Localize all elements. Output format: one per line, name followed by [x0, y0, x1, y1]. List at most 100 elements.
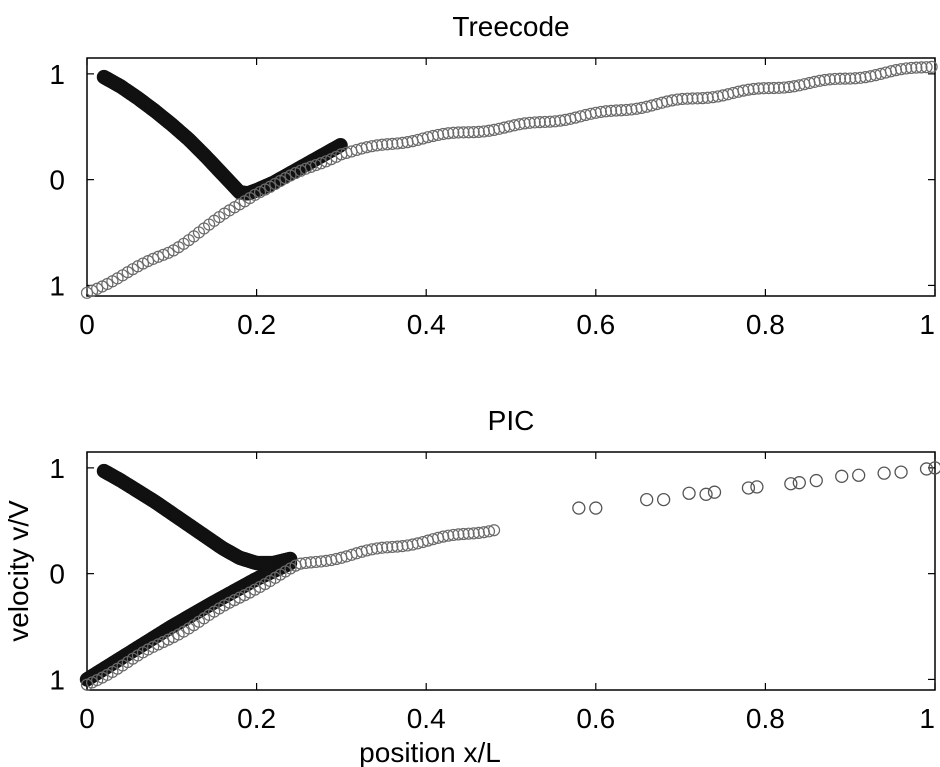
y-tick-label: 1 — [49, 453, 65, 484]
data-point — [615, 104, 628, 117]
series-0 — [96, 463, 298, 571]
data-point — [835, 469, 849, 483]
data-point — [391, 137, 404, 150]
data-point — [742, 83, 755, 96]
x-axis-label: position x/L — [359, 737, 501, 767]
data-point — [381, 138, 394, 151]
data-point — [671, 93, 684, 106]
data-point — [699, 487, 713, 501]
data-point — [437, 127, 450, 141]
data-point — [543, 115, 557, 128]
data-point — [462, 527, 475, 540]
data-point — [365, 140, 379, 153]
data-point — [915, 61, 928, 74]
data-point — [457, 126, 470, 139]
data-point — [442, 529, 455, 542]
data-point — [320, 155, 333, 168]
data-point — [839, 72, 852, 85]
data-point — [640, 492, 654, 507]
y-tick-label: 0 — [49, 559, 65, 590]
data-point — [370, 139, 384, 152]
data-point — [467, 527, 480, 540]
data-point — [792, 476, 806, 490]
x-tick-label: 0.4 — [407, 309, 446, 340]
series-3 — [572, 461, 940, 515]
data-point — [386, 540, 399, 554]
data-point — [666, 94, 679, 107]
data-point — [772, 81, 786, 94]
data-point — [852, 468, 866, 482]
data-point — [85, 284, 99, 297]
data-point — [741, 481, 756, 495]
series-2 — [80, 524, 501, 691]
data-point — [304, 556, 317, 569]
data-point — [452, 126, 465, 139]
data-point — [707, 485, 722, 499]
data-point — [299, 556, 312, 570]
y-tick-label: 0 — [49, 165, 65, 196]
data-point — [701, 91, 714, 104]
x-tick-label: 1 — [919, 703, 935, 734]
data-point — [823, 73, 836, 86]
data-point — [894, 465, 908, 479]
chart-title: PIC — [488, 405, 535, 436]
data-point — [919, 462, 934, 476]
data-point — [523, 116, 536, 129]
data-point — [604, 104, 618, 117]
x-tick-label: 0.4 — [407, 703, 446, 734]
data-point — [656, 492, 671, 507]
data-point — [844, 72, 857, 85]
data-point — [462, 126, 475, 139]
x-tick-label: 0.2 — [237, 703, 276, 734]
data-point — [813, 74, 826, 87]
series-0 — [96, 69, 348, 201]
data-point — [928, 461, 940, 475]
data-point — [905, 61, 918, 75]
data-point — [682, 486, 696, 500]
data-point — [442, 127, 455, 140]
chart-title: Treecode — [452, 11, 569, 42]
data-point — [548, 115, 562, 128]
x-tick-label: 1 — [919, 309, 935, 340]
data-point — [752, 82, 765, 95]
data-point — [528, 116, 541, 129]
data-point — [472, 125, 485, 138]
data-point — [157, 248, 170, 261]
data-point — [691, 92, 704, 105]
x-tick-label: 0.6 — [576, 703, 615, 734]
data-point — [482, 525, 496, 538]
data-point — [80, 286, 94, 299]
data-point — [447, 528, 460, 542]
data-point — [589, 501, 603, 515]
data-point — [386, 137, 399, 150]
y-tick-label: 1 — [49, 270, 65, 301]
series-1 — [80, 60, 938, 299]
axes-frame — [86, 451, 936, 691]
y-axis-label: velocity v/V — [3, 500, 34, 642]
y-tick-label: 1 — [49, 59, 65, 90]
data-point — [538, 115, 552, 129]
data-point — [513, 118, 526, 131]
data-point — [676, 92, 689, 106]
x-tick-label: 0.2 — [237, 309, 276, 340]
data-point — [309, 555, 323, 569]
data-point — [900, 62, 913, 75]
data-point — [333, 138, 348, 153]
data-point — [910, 61, 923, 74]
data-point — [767, 81, 780, 95]
y-tick-label: 1 — [49, 664, 65, 695]
data-point — [381, 541, 394, 554]
data-point — [370, 542, 384, 555]
data-point — [833, 72, 847, 85]
data-point — [849, 72, 862, 85]
data-point — [447, 126, 460, 139]
data-point — [757, 82, 770, 95]
x-tick-label: 0.6 — [576, 309, 615, 340]
data-point — [314, 555, 328, 568]
data-point — [376, 138, 389, 151]
data-point — [467, 126, 480, 139]
data-point — [894, 63, 908, 76]
